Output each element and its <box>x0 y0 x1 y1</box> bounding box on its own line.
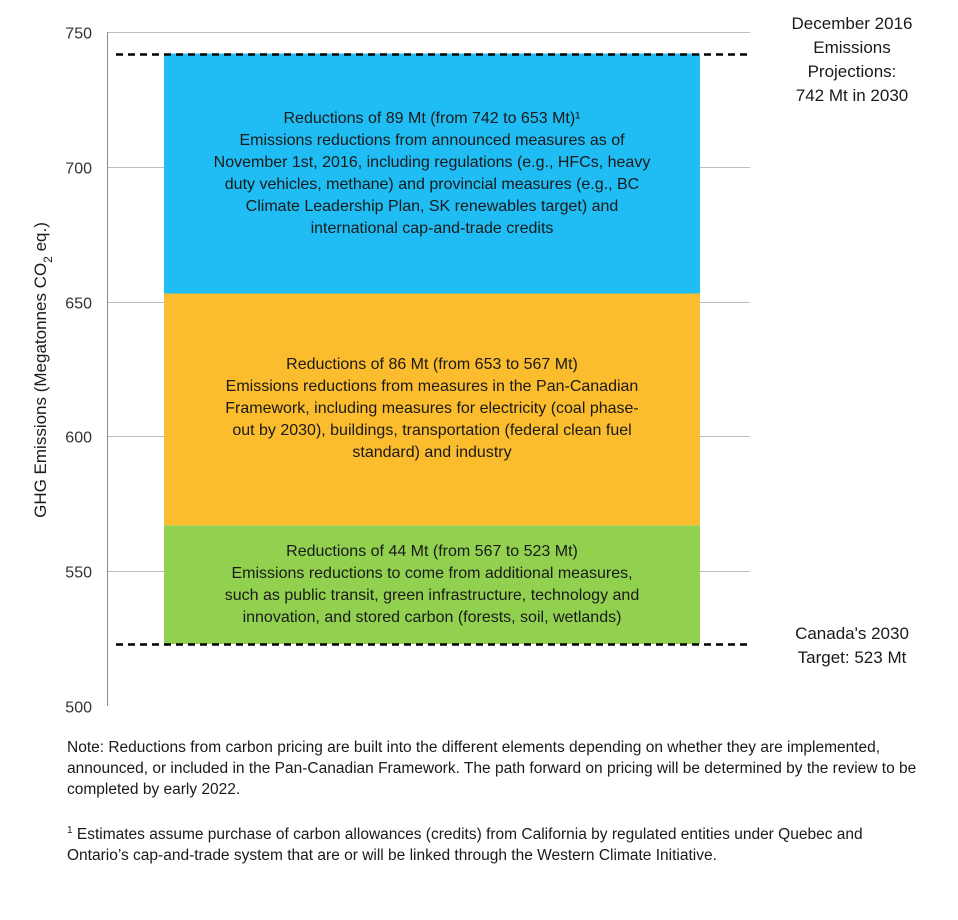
footnote-marker: 1 <box>67 824 73 836</box>
segment-text-line: such as public transit, green infrastruc… <box>224 586 640 604</box>
reference-label-line: Emissions <box>813 38 891 57</box>
y-tick-label: 600 <box>65 430 92 447</box>
segment-text-line: Emissions reductions to come from additi… <box>231 564 633 582</box>
y-axis-ticks: 500 550 600 650 700 750 <box>65 26 92 717</box>
footnote: 1 Estimates assume purchase of carbon al… <box>67 824 917 866</box>
reference-label-line: Projections: <box>807 62 897 81</box>
segment-text-line: innovation, and stored carbon (forests, … <box>242 608 622 626</box>
bar-segment <box>164 293 700 526</box>
bar-segment <box>164 53 700 294</box>
segment-text: Reductions of 89 Mt (from 742 to 653 Mt)… <box>144 108 720 240</box>
segment-text-line: November 1st, 2016, including regulation… <box>213 153 651 171</box>
bar-segment <box>164 525 700 644</box>
y-tick-label: 550 <box>65 565 92 582</box>
reference-label: December 2016 Emissions Projections: 742 Mt… <box>752 12 952 108</box>
chart-area: 500 550 600 650 700 750 GHG Emissions (Megato… <box>31 26 750 717</box>
segment-text-line: Reductions of 89 Mt (from 742 to 653 Mt)… <box>283 109 581 127</box>
segment-text-line: out by 2030), buildings, transportation … <box>232 422 632 440</box>
reference-lines <box>116 53 750 646</box>
segment-text: Reductions of 86 Mt (from 653 to 567 Mt)… <box>144 354 720 464</box>
segment-text-line: Reductions of 86 Mt (from 653 to 567 Mt) <box>286 356 578 374</box>
note-text: Note: Reductions from carbon pricing are… <box>67 739 917 798</box>
y-tick-label: 650 <box>65 296 92 313</box>
reference-label-line: 742 Mt in 2030 <box>795 86 909 105</box>
reference-label-line: December 2016 <box>791 14 913 33</box>
segment-text-line: Framework, including measures for electr… <box>225 400 639 418</box>
stacked-bar <box>164 53 700 644</box>
segment-text-line: duty vehicles, methane) and provincial m… <box>224 175 640 193</box>
segment-text-line: Reductions of 44 Mt (from 567 to 523 Mt) <box>286 542 578 560</box>
reference-label-line: Target: 523 Mt <box>797 648 907 667</box>
segment-text-line: Emissions reductions from announced meas… <box>239 131 625 149</box>
reference-label: Canada's 2030 Target: 523 Mt <box>752 622 952 670</box>
reference-label-line: Canada's 2030 <box>795 624 909 643</box>
footnote-text: Estimates assume purchase of carbon allo… <box>67 826 863 864</box>
segment-text-line: standard) and industry <box>352 444 512 462</box>
segment-text-line: Climate Leadership Plan, SK renewables t… <box>245 197 619 215</box>
y-tick-label: 700 <box>65 161 92 178</box>
y-tick-label: 500 <box>65 700 92 717</box>
y-axis-label: GHG Emissions (Megatonnes CO2 eq.) <box>31 222 55 518</box>
segment-text-line: Emissions reductions from measures in th… <box>225 378 639 396</box>
segment-text-line: international cap-and-trade credits <box>310 219 554 237</box>
y-tick-label: 750 <box>65 26 92 43</box>
segment-text: Reductions of 44 Mt (from 567 to 523 Mt)… <box>144 541 720 629</box>
